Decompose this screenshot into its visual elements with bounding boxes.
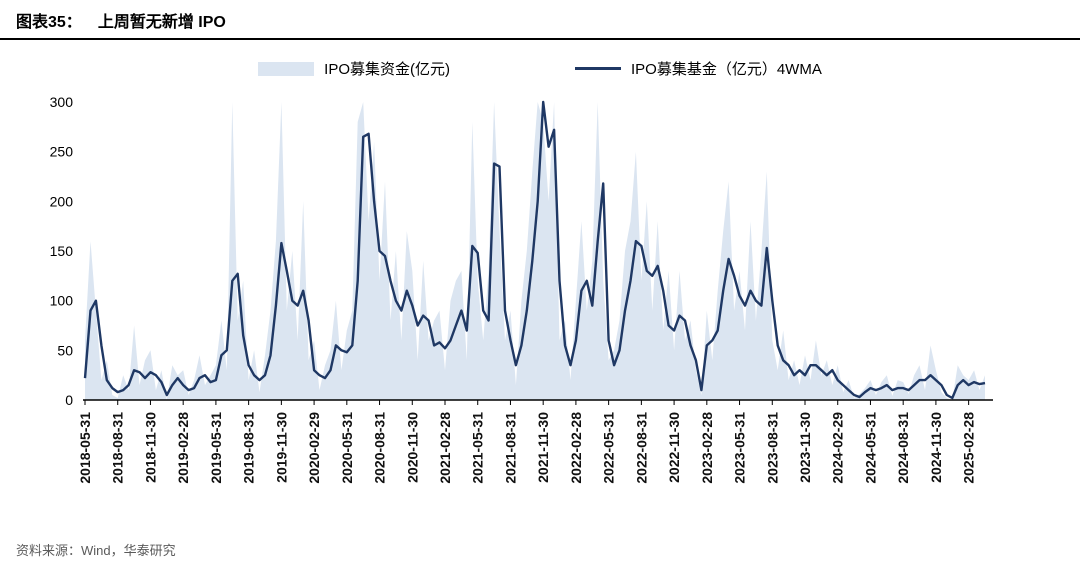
svg-text:250: 250 xyxy=(50,144,74,160)
chart-legend: IPO募集资金(亿元) IPO募集基金（亿元）4WMA xyxy=(0,58,1080,79)
figure-header: 图表35： 上周暂无新增 IPO xyxy=(0,0,1080,40)
svg-text:2025-02-28: 2025-02-28 xyxy=(961,412,977,484)
svg-text:2022-02-28: 2022-02-28 xyxy=(568,412,584,484)
ipo-fundraising-chart: 0 50 100 150 200 250 300 2018-05-31 2018-08-31 20… xyxy=(50,94,993,484)
svg-text:300: 300 xyxy=(50,94,74,110)
svg-text:2019-05-31: 2019-05-31 xyxy=(208,412,224,484)
svg-text:2021-11-30: 2021-11-30 xyxy=(535,412,551,483)
svg-text:2021-05-31: 2021-05-31 xyxy=(470,412,486,484)
svg-text:2018-05-31: 2018-05-31 xyxy=(77,412,93,484)
svg-text:2023-02-28: 2023-02-28 xyxy=(699,412,715,484)
figure-title: 上周暂无新增 IPO xyxy=(97,14,226,31)
svg-text:2022-05-31: 2022-05-31 xyxy=(601,412,617,484)
svg-text:2020-08-31: 2020-08-31 xyxy=(372,412,388,484)
svg-text:2023-05-31: 2023-05-31 xyxy=(732,412,748,484)
legend-item-area: IPO募集资金(亿元) xyxy=(258,58,450,79)
svg-text:2022-08-31: 2022-08-31 xyxy=(633,412,649,484)
figure-number-label: 图表35： xyxy=(16,14,82,31)
svg-text:2024-05-31: 2024-05-31 xyxy=(862,412,878,484)
svg-text:2023-11-30: 2023-11-30 xyxy=(797,412,813,483)
svg-text:2021-02-28: 2021-02-28 xyxy=(437,412,453,484)
svg-text:200: 200 xyxy=(50,193,74,209)
svg-text:2018-11-30: 2018-11-30 xyxy=(142,412,158,483)
svg-text:50: 50 xyxy=(57,342,73,358)
svg-text:2019-08-31: 2019-08-31 xyxy=(241,412,257,484)
svg-text:0: 0 xyxy=(65,392,73,408)
svg-text:2023-08-31: 2023-08-31 xyxy=(764,412,780,484)
svg-text:2018-08-31: 2018-08-31 xyxy=(110,412,126,484)
svg-text:2024-11-30: 2024-11-30 xyxy=(928,412,944,483)
svg-text:2019-11-30: 2019-11-30 xyxy=(273,412,289,483)
svg-text:2020-02-29: 2020-02-29 xyxy=(306,412,322,484)
svg-text:2019-02-28: 2019-02-28 xyxy=(175,412,191,484)
svg-text:2022-11-30: 2022-11-30 xyxy=(666,412,682,483)
svg-text:2020-05-31: 2020-05-31 xyxy=(339,412,355,484)
svg-text:150: 150 xyxy=(50,243,74,259)
svg-text:2024-08-31: 2024-08-31 xyxy=(895,412,911,484)
legend-area-label: IPO募集资金(亿元) xyxy=(324,61,450,78)
line-swatch-icon xyxy=(575,67,621,70)
data-source-note: 资料来源：Wind，华泰研究 xyxy=(16,543,176,558)
area-swatch-icon xyxy=(258,61,315,76)
legend-item-line: IPO募集基金（亿元）4WMA xyxy=(575,58,822,79)
svg-text:100: 100 xyxy=(50,293,74,309)
svg-text:2020-11-30: 2020-11-30 xyxy=(404,412,420,483)
svg-text:2021-08-31: 2021-08-31 xyxy=(502,412,518,484)
legend-line-label: IPO募集基金（亿元）4WMA xyxy=(631,61,822,78)
svg-text:2024-02-29: 2024-02-29 xyxy=(830,412,846,484)
